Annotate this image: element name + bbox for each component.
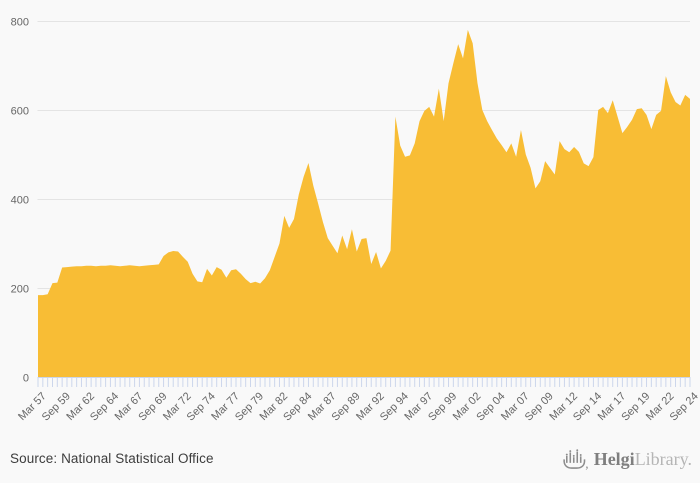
source-text: Source: National Statistical Office: [10, 451, 214, 466]
chart-container: 0 200 400 600 800 Mar 57 Sep 59 Mar 62 Sep 64 Mar…: [0, 0, 700, 434]
logo-text-library: Library.: [634, 448, 692, 469]
y-axis-label-0: 0: [23, 373, 29, 385]
helgi-ship-bar-chart-icon: [563, 449, 588, 470]
helgi-library-logo[interactable]: HelgiLibrary.: [562, 446, 692, 471]
footer: Source: National Statistical Office: [0, 434, 700, 483]
y-axis-label-400: 400: [11, 195, 29, 207]
area-series[interactable]: [38, 29, 690, 378]
y-axis-label-200: 200: [11, 284, 29, 296]
logo-wordmark: HelgiLibrary.: [594, 450, 692, 468]
logo-text-helgi: Helgi: [593, 448, 635, 469]
y-axis-label-800: 800: [11, 17, 29, 29]
y-axis-label-600: 600: [11, 106, 29, 118]
